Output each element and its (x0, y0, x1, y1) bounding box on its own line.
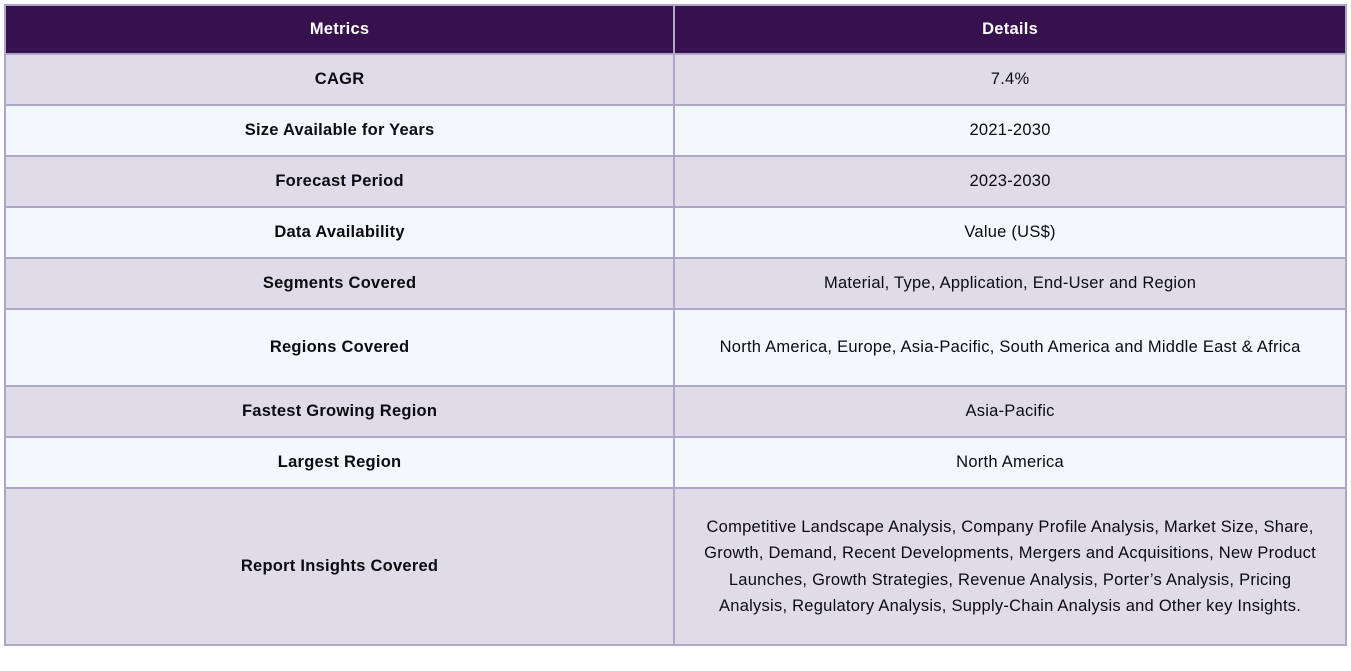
table-row: Size Available for Years 2021-2030 (3, 104, 1347, 157)
table-row: Report Insights Covered Competitive Lands… (3, 487, 1347, 646)
detail-cell: 7.4% (673, 53, 1347, 106)
metric-cell: Regions Covered (3, 308, 676, 387)
detail-cell: Asia-Pacific (673, 385, 1347, 438)
detail-cell: Value (US$) (673, 206, 1347, 259)
metric-cell: Size Available for Years (3, 104, 676, 157)
table-body: CAGR 7.4% Size Available for Years 2021-203… (3, 53, 1347, 646)
metrics-column-header: Metrics (3, 4, 676, 55)
metric-cell: CAGR (3, 53, 676, 106)
details-column-header: Details (673, 4, 1347, 55)
table-header: Metrics Details (3, 4, 1347, 55)
detail-cell: 2021-2030 (673, 104, 1347, 157)
metric-cell: Fastest Growing Region (3, 385, 676, 438)
table-row: Data Availability Value (US$) (3, 206, 1347, 259)
detail-cell: Competitive Landscape Analysis, Company … (673, 487, 1347, 646)
table-row: Regions Covered North America, Europe, As… (3, 308, 1347, 387)
detail-cell: North America, Europe, Asia-Pacific, Sou… (673, 308, 1347, 387)
metric-cell: Forecast Period (3, 155, 676, 208)
metric-cell: Segments Covered (3, 257, 676, 310)
table-row: CAGR 7.4% (3, 53, 1347, 106)
report-scope-table: Metrics Details CAGR 7.4% Size Available f… (3, 4, 1347, 646)
detail-cell: 2023-2030 (673, 155, 1347, 208)
table-row: Segments Covered Material, Type, Applicat… (3, 257, 1347, 310)
table-row: Largest Region North America (3, 436, 1347, 489)
header-row: Metrics Details (3, 4, 1347, 55)
table-row: Forecast Period 2023-2030 (3, 155, 1347, 208)
metric-cell: Data Availability (3, 206, 676, 259)
metric-cell: Report Insights Covered (3, 487, 676, 646)
metric-cell: Largest Region (3, 436, 676, 489)
table-row: Fastest Growing Region Asia-Pacific (3, 385, 1347, 438)
detail-cell: North America (673, 436, 1347, 489)
detail-cell: Material, Type, Application, End-User an… (673, 257, 1347, 310)
